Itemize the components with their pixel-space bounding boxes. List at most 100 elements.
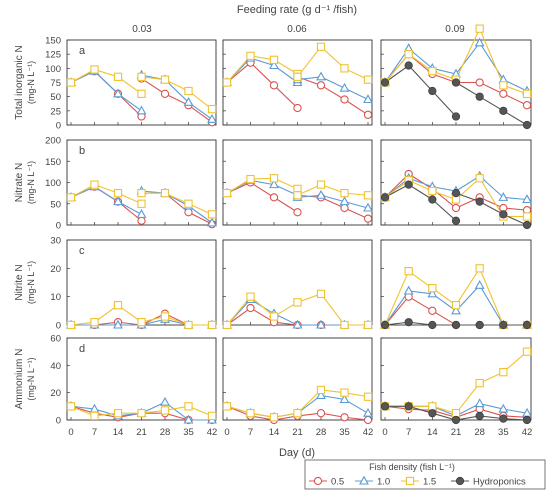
series-line — [141, 76, 213, 110]
data-point — [522, 212, 532, 221]
data-point — [340, 64, 349, 73]
data-point — [475, 264, 484, 273]
data-point — [340, 320, 349, 330]
data-point — [66, 193, 76, 202]
data-point — [428, 320, 437, 330]
y-tick-label: 20 — [50, 264, 61, 275]
data-point — [363, 415, 373, 425]
series-line — [455, 82, 528, 126]
data-point — [404, 267, 413, 276]
column-title-2: 0.06 — [287, 24, 307, 35]
data-point — [246, 51, 255, 61]
data-point — [499, 106, 508, 115]
x-tick-label: 14 — [113, 427, 124, 438]
series-line — [226, 177, 298, 194]
panel — [380, 24, 532, 130]
data-point — [207, 411, 217, 421]
data-point — [293, 298, 302, 307]
x-tick-label: 7 — [248, 427, 253, 438]
data-point — [451, 301, 461, 310]
series-line — [384, 183, 457, 222]
data-point — [90, 411, 99, 421]
data-point — [207, 210, 217, 219]
panel-grid: Total inorganic N (mg-N L⁻¹)0255075100125… — [14, 24, 532, 438]
y-axis-label: Total inorganic N — [14, 45, 25, 119]
data-point — [137, 188, 146, 198]
y-tick-label: 40 — [50, 361, 61, 372]
panel — [222, 39, 373, 126]
data-point — [428, 195, 437, 204]
data-point — [475, 78, 484, 87]
data-point — [363, 191, 373, 200]
data-point — [137, 216, 146, 225]
data-point — [380, 193, 390, 202]
legend: Fish density (fish L⁻¹) 0.5 1.0 1.5 Hydropo… — [304, 459, 546, 490]
data-point — [499, 320, 508, 330]
legend-label: 1.0 — [377, 477, 390, 488]
data-point — [160, 188, 170, 198]
series-line — [70, 68, 142, 95]
x-tick-label: 7 — [92, 427, 97, 438]
y-axis-label: Nitrate N — [14, 163, 25, 202]
x-tick-label: 14 — [269, 427, 280, 438]
data-point — [404, 318, 413, 327]
data-point — [428, 86, 437, 96]
series-line — [141, 192, 213, 215]
data-point — [207, 217, 217, 227]
data-point — [428, 284, 437, 293]
series-line — [297, 76, 369, 100]
data-point — [451, 189, 461, 198]
data-point — [363, 94, 373, 104]
y-axis-unit: (mg-N L⁻¹) — [26, 61, 36, 104]
x-tick-label: 42 — [207, 427, 218, 438]
data-point — [499, 414, 508, 423]
data-point — [380, 402, 390, 411]
data-point — [475, 24, 484, 33]
series-line — [226, 61, 298, 109]
data-point — [428, 409, 437, 418]
legend-marker — [455, 476, 465, 486]
x-tick-label: 21 — [292, 427, 303, 438]
legend-label: Hydroponics — [473, 477, 526, 488]
series-line — [226, 57, 298, 83]
series-line — [70, 70, 142, 112]
data-point — [269, 174, 279, 183]
data-point — [340, 188, 349, 198]
data-point — [428, 186, 437, 196]
data-point — [160, 312, 170, 321]
data-point — [499, 368, 508, 377]
y-tick-label: 150 — [45, 36, 61, 47]
x-tick-label: 28 — [160, 427, 171, 438]
series-line — [141, 78, 213, 123]
data-point — [363, 214, 373, 223]
y-axis-unit: (mg-N L⁻¹) — [26, 161, 36, 204]
y-tick-label: 100 — [45, 64, 61, 75]
column-title-3: 0.09 — [445, 24, 465, 35]
data-point — [316, 289, 326, 298]
panel — [222, 139, 373, 226]
data-point — [90, 318, 99, 327]
data-point — [316, 189, 326, 199]
data-point — [137, 318, 146, 327]
data-point — [428, 306, 437, 315]
data-point — [475, 197, 484, 206]
data-point — [136, 209, 147, 218]
panel-frame — [66, 239, 217, 326]
data-point — [90, 180, 99, 189]
panel — [380, 239, 532, 330]
panel-letter: c — [79, 245, 85, 257]
data-point — [113, 188, 123, 198]
data-point — [184, 86, 193, 96]
data-point — [269, 193, 279, 202]
data-point — [339, 394, 350, 404]
data-point — [113, 319, 123, 329]
data-point — [184, 320, 193, 330]
panel: c — [66, 239, 217, 330]
data-point — [474, 280, 485, 289]
data-point — [404, 180, 413, 189]
x-tick-label: 21 — [451, 427, 462, 438]
legend-label: 0.5 — [331, 477, 344, 488]
data-point — [160, 406, 170, 415]
data-point — [207, 320, 217, 330]
legend-items: 0.5 1.0 1.5 Hydroponics — [309, 475, 526, 488]
